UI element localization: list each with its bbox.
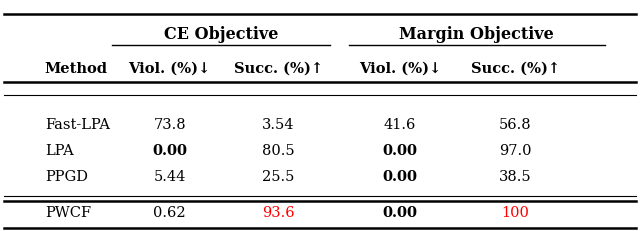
Text: Viol. (%)↓: Viol. (%)↓ [359,62,441,76]
Text: 5.44: 5.44 [154,170,186,184]
Text: Margin Objective: Margin Objective [399,26,554,43]
Text: Viol. (%)↓: Viol. (%)↓ [129,62,211,76]
Text: 100: 100 [501,206,529,220]
Text: 0.00: 0.00 [383,144,417,158]
Text: 0.00: 0.00 [383,206,417,220]
Text: 80.5: 80.5 [262,144,294,158]
Text: Method: Method [45,62,108,76]
Text: 3.54: 3.54 [262,118,294,132]
Text: 93.6: 93.6 [262,206,294,220]
Text: 56.8: 56.8 [499,118,531,132]
Text: 73.8: 73.8 [154,118,186,132]
Text: LPA: LPA [45,144,74,158]
Text: Fast-LPA: Fast-LPA [45,118,110,132]
Text: 25.5: 25.5 [262,170,294,184]
Text: CE Objective: CE Objective [164,26,278,43]
Text: Succ. (%)↑: Succ. (%)↑ [234,62,323,76]
Text: 0.00: 0.00 [152,144,187,158]
Text: 38.5: 38.5 [499,170,531,184]
Text: 0.00: 0.00 [383,170,417,184]
Text: PPGD: PPGD [45,170,88,184]
Text: 97.0: 97.0 [499,144,531,158]
Text: PWCF: PWCF [45,206,91,220]
Text: Succ. (%)↑: Succ. (%)↑ [470,62,560,76]
Text: 0.62: 0.62 [154,206,186,220]
Text: 41.6: 41.6 [384,118,416,132]
